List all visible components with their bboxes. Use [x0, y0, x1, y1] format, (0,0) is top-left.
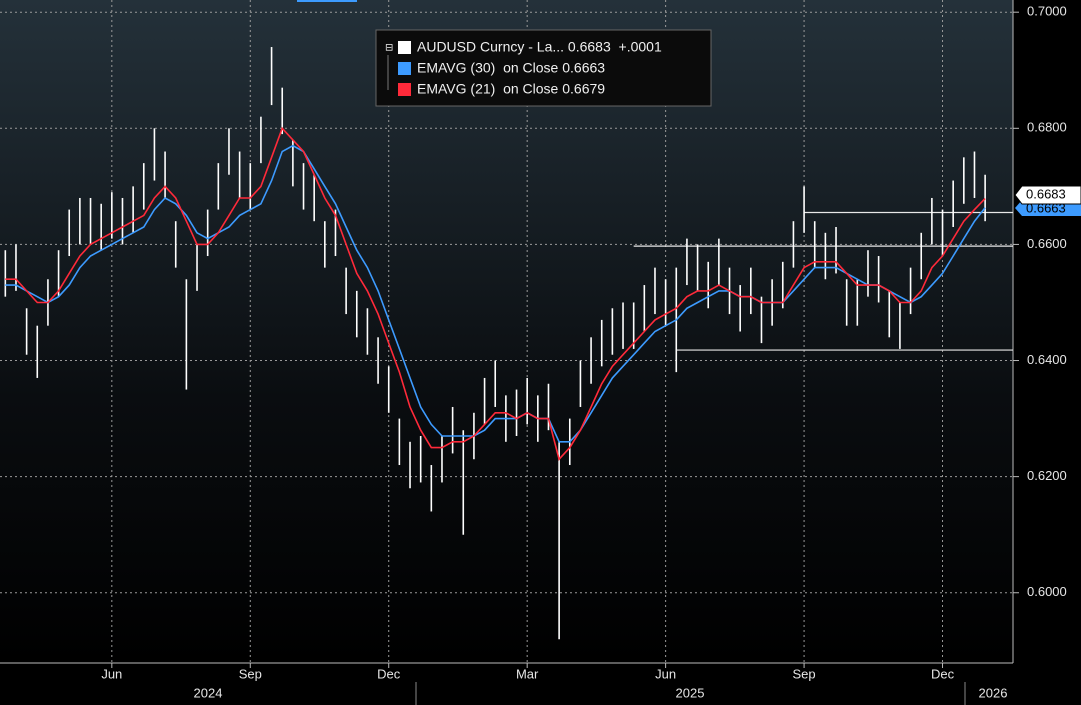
ema-line	[5, 126, 986, 461]
legend-label: AUDUSD Curncy - La... 0.6683 +.0001	[417, 39, 662, 55]
year-label: 2026	[979, 685, 1008, 700]
y-tick-label: 0.6000	[1027, 584, 1067, 599]
marks: 0.6000 0.6200 0.6400 0.6600 0.6800 0.7000 Jun S…	[0, 0, 1067, 681]
legend-swatch	[398, 41, 411, 54]
x-tick-label: Dec	[931, 666, 955, 681]
y-tick-label: 0.6800	[1027, 120, 1067, 135]
x-tick-label: Jun	[101, 666, 122, 681]
last-value-box	[1014, 185, 1081, 205]
year-label: 2024	[194, 685, 223, 700]
y-tick-label: 0.7000	[1027, 4, 1067, 19]
tab-marker	[297, 0, 357, 2]
y-tick-label: 0.6400	[1027, 352, 1067, 367]
last-value-labels: 0.6663 0.6683	[1014, 185, 1081, 216]
legend-swatch	[398, 83, 411, 96]
plot-area	[0, 0, 1013, 663]
x-tick-label: Jun	[655, 666, 676, 681]
legend-swatch	[398, 62, 411, 75]
x-tick-label: Sep	[793, 666, 816, 681]
year-label: 2025	[676, 685, 705, 700]
x-tick-label: Sep	[239, 666, 262, 681]
x-tick-label: Mar	[516, 666, 539, 681]
legend-label: EMAVG (21) on Close 0.6679	[417, 81, 605, 97]
legend-collapse: ⊟	[385, 43, 393, 54]
legend-box	[375, 29, 712, 107]
x-tick-label: Dec	[377, 666, 401, 681]
y-tick-label: 0.6600	[1027, 236, 1067, 251]
legend: ⊟ AUDUSD Curncy - La... 0.6683 +.0001 EMA…	[375, 29, 712, 107]
legend-label: EMAVG (30) on Close 0.6663	[417, 60, 605, 76]
last-value-label: 0.6683	[1026, 186, 1066, 201]
ema-line	[5, 144, 986, 443]
y-tick-label: 0.6200	[1027, 468, 1067, 483]
